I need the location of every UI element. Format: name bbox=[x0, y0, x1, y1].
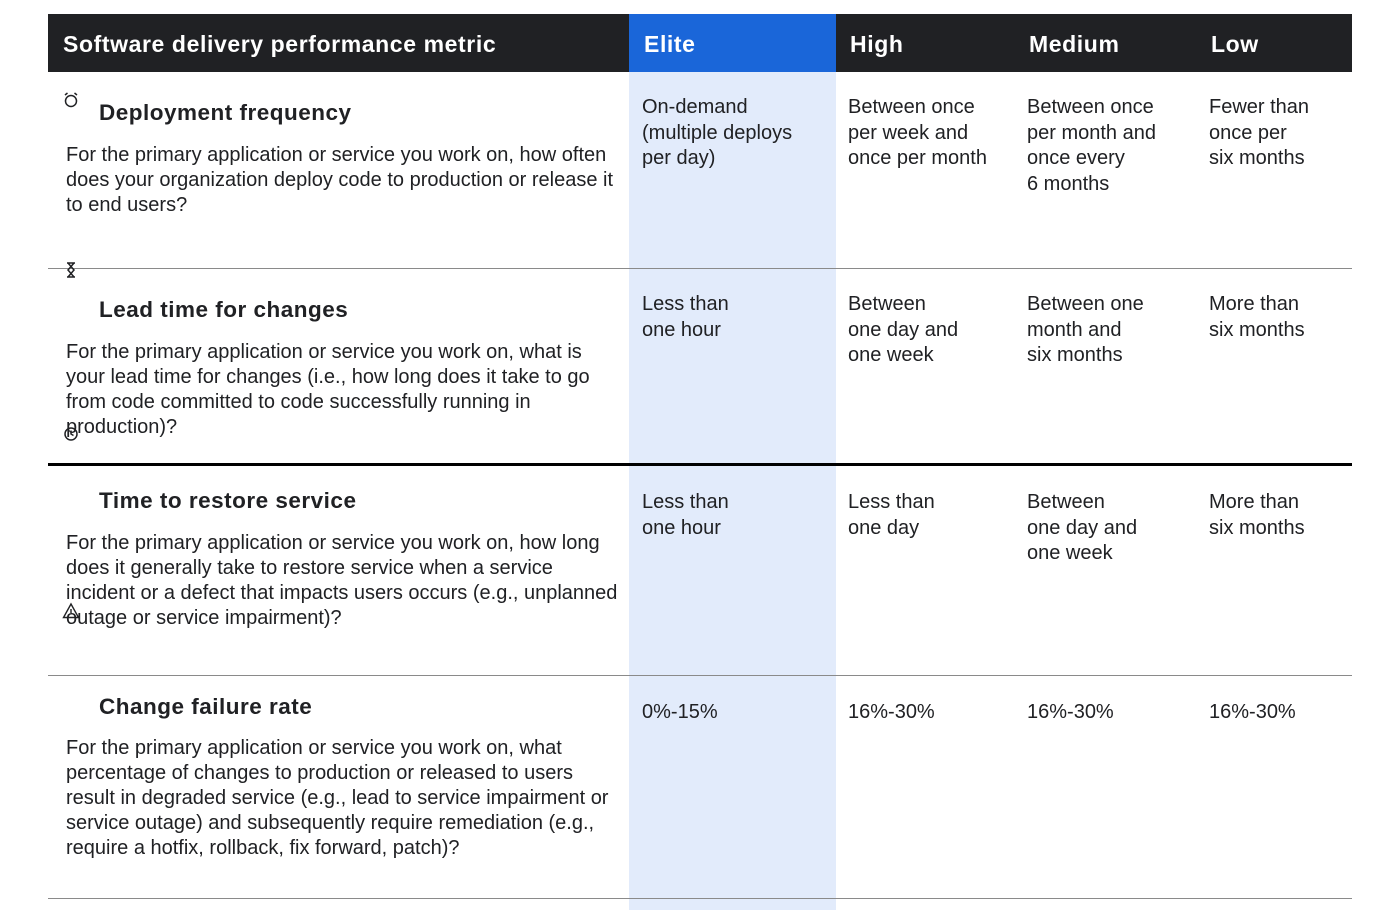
high-value: Between once per week and once per month bbox=[848, 96, 987, 169]
high-value: Less than one day bbox=[848, 491, 935, 539]
high-value: 16%-30% bbox=[848, 701, 935, 723]
header-metric: Software delivery performance metric bbox=[63, 31, 497, 57]
elite-value: Less than one hour bbox=[642, 293, 729, 341]
low-value: More than six months bbox=[1209, 293, 1305, 341]
table-row-time-to-restore: Time to restore service For the primary … bbox=[48, 466, 1352, 675]
metric-question: For the primary application or service y… bbox=[66, 737, 609, 859]
metric-title: Deployment frequency bbox=[99, 100, 352, 125]
row-divider bbox=[48, 675, 1352, 676]
medium-value: 16%-30% bbox=[1027, 701, 1114, 723]
elite-value: Less than one hour bbox=[642, 491, 729, 539]
header-high: High bbox=[850, 31, 904, 57]
low-value: More than six months bbox=[1209, 491, 1305, 539]
metric-question: For the primary application or service y… bbox=[66, 341, 590, 438]
metric-title: Time to restore service bbox=[99, 488, 357, 513]
low-value: Fewer than once per six months bbox=[1209, 96, 1310, 169]
row-divider bbox=[48, 268, 1352, 269]
table-row-change-failure-rate: Change failure rate For the primary appl… bbox=[48, 676, 1352, 898]
medium-value: Between one day and one week bbox=[1027, 491, 1138, 564]
header-medium: Medium bbox=[1029, 31, 1120, 57]
low-value: 16%-30% bbox=[1209, 701, 1296, 723]
table-bottom-border bbox=[48, 898, 1352, 899]
header-low: Low bbox=[1211, 31, 1259, 57]
elite-value: On-demand (multiple deploys per day) bbox=[642, 96, 793, 169]
metric-question: For the primary application or service y… bbox=[66, 532, 618, 629]
medium-value: Between one month and six months bbox=[1027, 293, 1144, 366]
hourglass-icon bbox=[67, 262, 75, 278]
table-header: Software delivery performance metric Eli… bbox=[48, 14, 1352, 72]
elite-value: 0%-15% bbox=[642, 701, 718, 723]
header-elite: Elite bbox=[644, 31, 696, 57]
elite-column-highlight bbox=[629, 72, 836, 910]
metric-title: Lead time for changes bbox=[99, 297, 349, 322]
row-divider-strong bbox=[48, 463, 1352, 466]
table-row-lead-time: Lead time for changes For the primary ap… bbox=[48, 262, 1352, 464]
metric-question: For the primary application or service y… bbox=[66, 144, 614, 216]
metric-title: Change failure rate bbox=[99, 694, 313, 719]
high-value: Between one day and one week bbox=[848, 293, 959, 366]
restore-clock-icon bbox=[64, 427, 78, 441]
warning-triangle-icon bbox=[62, 602, 80, 619]
table-row-deployment-frequency: Deployment frequency For the primary app… bbox=[48, 72, 1352, 268]
elite-header-highlight bbox=[629, 14, 836, 72]
medium-value: Between once per month and once every 6 … bbox=[1027, 96, 1156, 195]
alarm-clock-icon bbox=[64, 92, 78, 108]
